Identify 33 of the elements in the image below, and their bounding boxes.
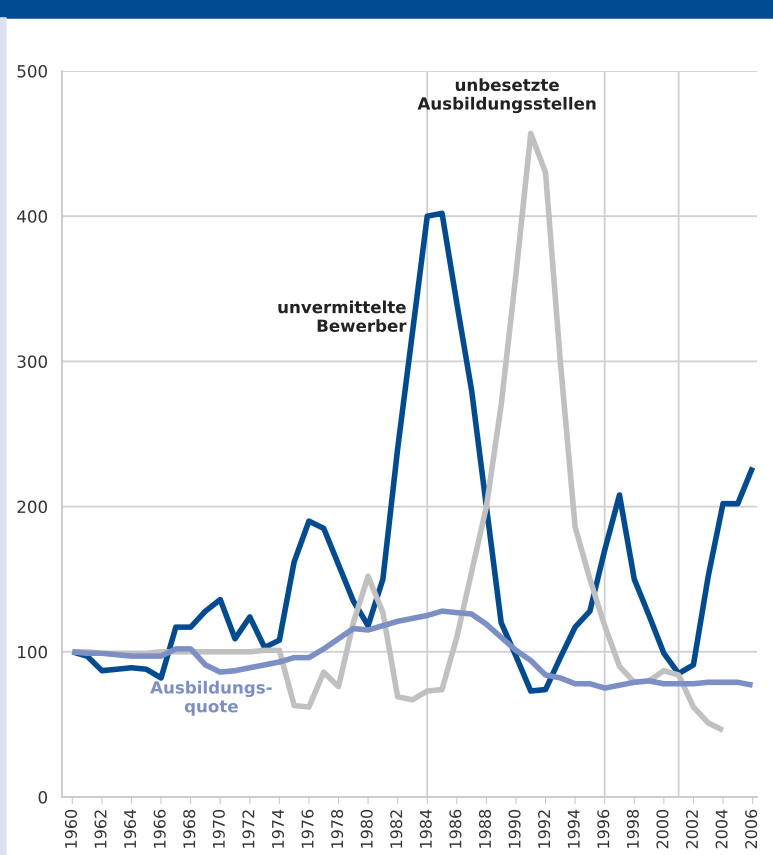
x-tick-label: 1978: [331, 810, 344, 848]
x-tick-label: 2002: [686, 810, 698, 848]
x-tick-label: 1996: [597, 810, 610, 848]
series-label: unvermittelte Bewerber: [278, 300, 406, 332]
y-tick-label: 300: [18, 355, 48, 368]
y-tick-label: 200: [18, 500, 48, 514]
x-tick-label: 1990: [508, 810, 521, 848]
x-tick-label: 1994: [568, 810, 580, 848]
x-tick-label: 1976: [302, 810, 314, 848]
y-tick-label: 400: [17, 210, 48, 223]
x-tick-label: 1986: [449, 810, 462, 848]
series-label: Ausbildungs- quote: [150, 680, 272, 716]
x-tick-label: 1988: [478, 810, 492, 848]
x-tick-label: 1964: [124, 810, 136, 848]
x-tick-label: 1968: [183, 810, 196, 848]
text: unbesetzte Ausbildungsstellen: [418, 78, 596, 114]
x-tick-label: 1972: [242, 810, 254, 848]
x-tick-label: 1980: [360, 810, 373, 848]
y-tick-label: 100: [18, 646, 48, 658]
x-tick-label: 2006: [745, 810, 758, 848]
x-tick-label: 2004: [716, 810, 728, 848]
x-tick-label: 1984: [420, 810, 432, 848]
x-tick-label: 1982: [390, 810, 402, 848]
y-tick-label: 500: [18, 64, 48, 78]
x-tick-label: 1962: [94, 810, 107, 848]
x-tick-label: 1998: [626, 810, 639, 848]
x-tick-label: 1966: [154, 810, 166, 848]
x-tick-label: 1960: [64, 810, 77, 848]
x-tick-label: 1992: [538, 810, 550, 848]
x-tick-label: 1974: [272, 810, 284, 848]
x-tick-label: 1970: [212, 810, 225, 848]
x-tick-label: 2000: [656, 810, 668, 848]
y-tick-label: 0: [38, 790, 48, 804]
